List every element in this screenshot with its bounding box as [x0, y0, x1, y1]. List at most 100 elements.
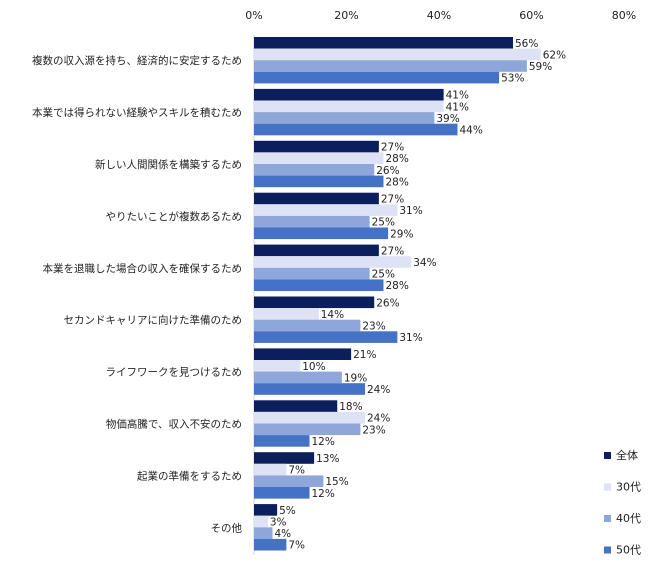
bar: [254, 100, 444, 113]
data-label: 19%: [344, 372, 367, 384]
legend-swatch: [604, 483, 611, 491]
category-label: 起業の準備をするため: [137, 469, 242, 482]
bar: [254, 60, 527, 72]
data-label: 7%: [288, 465, 305, 477]
bar: [254, 348, 352, 360]
data-label: 27%: [381, 194, 404, 206]
data-label: 12%: [312, 436, 335, 448]
bar: [254, 504, 278, 516]
data-label: 12%: [312, 488, 335, 500]
bar: [254, 164, 375, 176]
legend-swatch: [604, 452, 611, 459]
bar: [254, 152, 384, 164]
data-label: 28%: [386, 280, 409, 292]
category-label: 複数の収入源を持ち、経済的に安定するため: [32, 54, 242, 67]
data-label: 14%: [321, 309, 344, 321]
data-label: 24%: [367, 413, 390, 425]
data-label: 27%: [381, 142, 404, 154]
data-label: 18%: [339, 401, 362, 413]
data-label: 34%: [413, 257, 436, 269]
bar: [254, 215, 370, 228]
data-label: 44%: [460, 125, 483, 137]
category-label: やりたいことが複数あるため: [106, 210, 243, 223]
data-label: 59%: [529, 61, 552, 73]
data-label: 28%: [386, 153, 409, 165]
bar: [254, 527, 273, 539]
category-label: 物価高騰で、収入不安のため: [106, 418, 242, 431]
data-label: 15%: [325, 476, 348, 488]
bar: [254, 256, 412, 268]
data-label: 5%: [279, 505, 296, 517]
legend-label: 50代: [616, 544, 641, 557]
bar: [254, 123, 458, 136]
legend-label: 全体: [616, 448, 638, 462]
data-label: 13%: [316, 453, 339, 465]
data-label: 39%: [436, 113, 459, 125]
data-label: 27%: [381, 245, 404, 257]
data-label: 56%: [515, 38, 538, 50]
bar: [254, 279, 384, 291]
bar: [254, 487, 310, 499]
category-label: セカンドキャリアに向けた準備のため: [64, 314, 243, 327]
bar: [254, 435, 310, 447]
bar: [254, 244, 379, 257]
bar: [254, 400, 338, 412]
bar: [254, 423, 361, 436]
bar: [254, 515, 268, 528]
x-tick-label: 80%: [612, 9, 636, 22]
x-tick-label: 20%: [334, 9, 358, 22]
data-label: 28%: [386, 176, 409, 188]
bar: [254, 475, 324, 487]
x-tick-label: 40%: [427, 9, 451, 22]
bar: [254, 383, 365, 395]
bar: [254, 296, 375, 309]
bar: [254, 88, 444, 101]
category-label: その他: [211, 521, 243, 534]
bar: [254, 37, 513, 49]
data-label: 62%: [543, 49, 566, 61]
data-label: 21%: [353, 349, 376, 361]
bar: [254, 319, 361, 332]
data-label: 23%: [362, 321, 385, 333]
bar: [254, 48, 541, 61]
value-labels: 56%62%59%53%41%41%39%44%27%28%26%28%27%3…: [270, 38, 566, 552]
data-label: 41%: [446, 101, 469, 113]
data-label: 25%: [372, 269, 395, 281]
data-label: 31%: [399, 205, 422, 217]
bar: [254, 267, 370, 280]
legend-label: 30代: [616, 481, 641, 494]
category-labels: 複数の収入源を持ち、経済的に安定するため本業では得られない経験やスキルを積むため…: [32, 54, 242, 534]
bars: [254, 37, 541, 551]
legend-label: 40代: [616, 512, 641, 525]
category-label: 本業では得られない経験やスキルを積むため: [32, 106, 242, 119]
bar: [254, 71, 500, 84]
data-label: 41%: [446, 90, 469, 102]
legend: 全体 30代 40代 50代: [604, 448, 641, 557]
data-label: 7%: [288, 540, 305, 552]
bar: [254, 227, 389, 240]
bar: [254, 308, 319, 320]
bar: [254, 360, 301, 372]
x-tick-label: 0%: [245, 9, 262, 22]
bar: [254, 371, 342, 384]
bar: [254, 140, 379, 153]
data-label: 23%: [362, 424, 385, 436]
data-label: 10%: [302, 361, 325, 373]
category-label: ライフワークを見つけるため: [106, 367, 243, 379]
data-label: 26%: [376, 165, 399, 177]
bar: [254, 175, 384, 188]
data-label: 29%: [390, 228, 413, 240]
bar: [254, 204, 398, 216]
data-label: 26%: [376, 297, 399, 309]
data-label: 25%: [372, 217, 395, 229]
bar: [254, 411, 365, 424]
bar: [254, 112, 435, 124]
category-label: 新しい人間関係を構築するため: [95, 158, 242, 171]
category-label: 本業を退職した場合の収入を確保するため: [43, 262, 243, 275]
x-tick-label: 60%: [519, 9, 543, 22]
data-label: 31%: [399, 332, 422, 344]
legend-swatch: [604, 546, 611, 554]
data-label: 53%: [501, 73, 524, 85]
bar: [254, 331, 398, 343]
